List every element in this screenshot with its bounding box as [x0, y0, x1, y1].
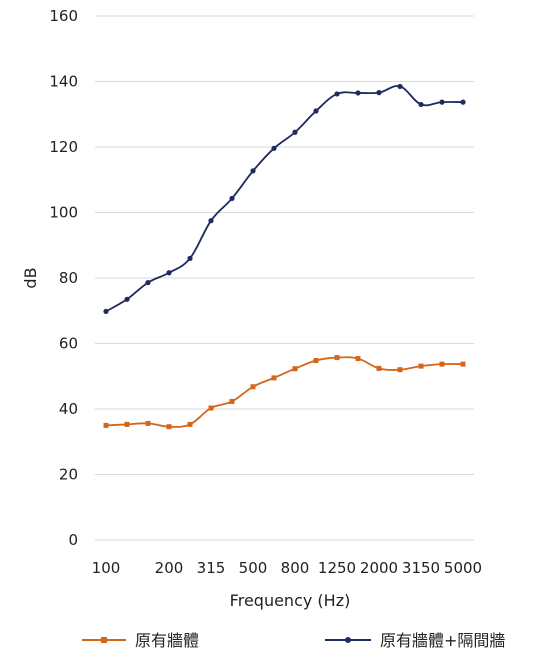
point-0-13: [376, 365, 382, 371]
point-0-0: [103, 422, 109, 428]
point-0-17: [460, 361, 466, 367]
point-0-1: [124, 421, 130, 427]
series-1: [103, 83, 466, 315]
point-1-17: [460, 99, 466, 105]
legend-label-1: 原有牆體+隔間牆: [380, 631, 505, 650]
point-1-4: [187, 255, 193, 261]
point-1-1: [124, 296, 130, 302]
legend-item-0: 原有牆體: [82, 631, 199, 650]
legend-label-0: 原有牆體: [135, 631, 199, 650]
y-tick-8: 160: [49, 7, 78, 25]
point-0-12: [355, 356, 361, 362]
point-1-2: [145, 279, 151, 286]
point-1-14: [397, 83, 403, 90]
y-tick-4: 80: [59, 269, 78, 287]
point-0-15: [418, 363, 424, 369]
x-axis-label: Frequency (Hz): [230, 591, 351, 610]
x-tick-labels: 100 200 315 500 800 1250 2000 3150 5000: [92, 559, 482, 577]
y-tick-3: 60: [59, 335, 78, 353]
y-axis-label: dB: [21, 267, 40, 288]
point-0-8: [271, 375, 277, 381]
point-0-11: [334, 355, 340, 361]
y-tick-7: 140: [49, 73, 78, 91]
x-tick-8: 5000: [444, 559, 482, 577]
legend-item-1: 原有牆體+隔間牆: [325, 631, 505, 650]
point-1-6: [229, 195, 235, 202]
point-1-15: [418, 101, 424, 108]
series-layer: [103, 83, 466, 430]
point-1-13: [376, 90, 382, 96]
point-1-0: [103, 308, 109, 315]
x-tick-2: 315: [197, 559, 226, 577]
series-line-0: [105, 356, 464, 428]
legend-marker-1: [345, 637, 351, 643]
y-tick-2: 40: [59, 400, 78, 418]
series-0: [103, 355, 466, 430]
legend: 原有牆體 原有牆體+隔間牆: [82, 631, 505, 650]
point-0-16: [439, 361, 445, 367]
y-tick-1: 20: [59, 466, 78, 484]
point-1-11: [334, 91, 340, 97]
x-tick-1: 200: [155, 559, 184, 577]
x-tick-4: 800: [281, 559, 310, 577]
point-0-4: [187, 421, 193, 427]
point-1-3: [166, 270, 172, 276]
legend-marker-0: [101, 637, 107, 643]
point-1-7: [250, 168, 256, 174]
point-1-16: [439, 99, 445, 105]
point-0-3: [166, 424, 172, 430]
point-0-14: [397, 367, 403, 373]
point-1-10: [313, 108, 319, 114]
x-tick-5: 1250: [318, 559, 356, 577]
y-tick-6: 120: [49, 138, 78, 156]
x-tick-6: 2000: [360, 559, 398, 577]
point-1-8: [271, 145, 277, 151]
point-0-6: [229, 398, 235, 404]
grid-lines: [95, 15, 474, 541]
point-1-9: [292, 129, 298, 135]
y-tick-5: 100: [49, 204, 78, 222]
point-1-5: [208, 218, 214, 224]
y-tick-0: 0: [68, 531, 78, 549]
point-0-2: [145, 420, 151, 426]
point-0-7: [250, 384, 256, 390]
point-1-12: [355, 90, 361, 96]
x-tick-0: 100: [92, 559, 121, 577]
point-0-10: [313, 358, 319, 364]
point-0-9: [292, 366, 298, 372]
point-0-5: [208, 405, 214, 411]
x-tick-7: 3150: [402, 559, 440, 577]
x-tick-3: 500: [239, 559, 268, 577]
y-tick-labels: 0 20 40 60 80 100 120 140 160: [49, 7, 78, 549]
